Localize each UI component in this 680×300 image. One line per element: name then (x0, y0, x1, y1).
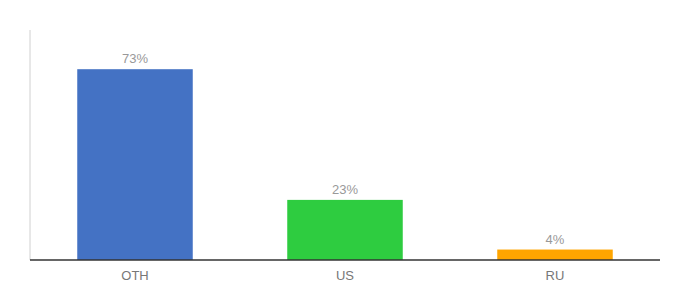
bar (77, 69, 193, 260)
data-label: 23% (332, 182, 358, 197)
data-label: 4% (546, 232, 565, 247)
x-tick-label: RU (546, 268, 565, 283)
y-axis-line (30, 30, 31, 260)
data-label: 73% (122, 51, 148, 66)
bars (77, 69, 613, 260)
x-tick-label: US (336, 268, 354, 283)
x-axis-line (30, 259, 660, 261)
x-tick-label: OTH (121, 268, 148, 283)
bar (497, 250, 613, 260)
chart-container: OTH US RU 73% 23% 4% (0, 0, 680, 300)
chart-svg: OTH US RU 73% 23% 4% (0, 0, 680, 300)
bar (287, 200, 403, 260)
